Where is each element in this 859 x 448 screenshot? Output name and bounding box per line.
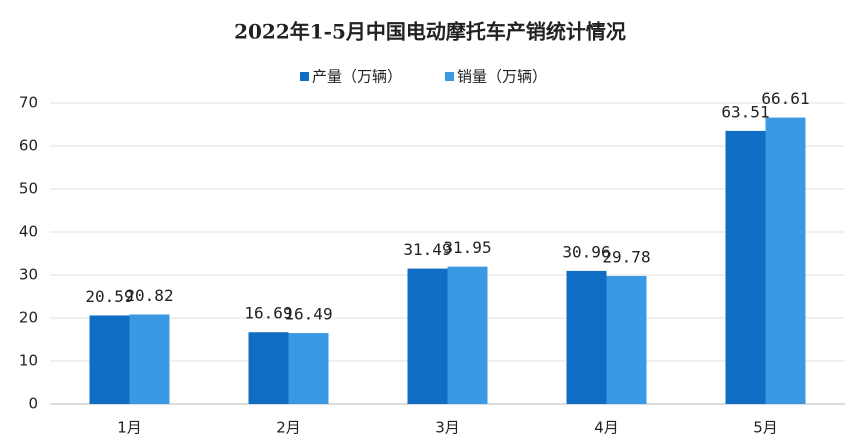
value-label: 29.78 <box>602 247 650 266</box>
bar <box>765 117 806 405</box>
y-tick-label: 0 <box>28 395 38 413</box>
value-label: 20.82 <box>125 286 173 305</box>
value-label: 16.49 <box>284 305 332 324</box>
bar <box>89 315 130 404</box>
bar <box>129 314 170 404</box>
value-label: 16.69 <box>244 304 292 323</box>
y-tick-label: 20 <box>19 309 38 327</box>
y-tick-label: 40 <box>19 223 38 241</box>
value-label: 20.59 <box>85 287 133 306</box>
y-tick-label: 60 <box>19 137 38 155</box>
y-tick-label: 70 <box>19 94 38 112</box>
bar <box>725 130 766 405</box>
chart-title: 2022年1-5月中国电动摩托车产销统计情况 <box>234 20 626 44</box>
x-tick-label: 5月 <box>753 419 778 437</box>
value-label: 66.61 <box>761 89 809 108</box>
bar <box>447 266 488 404</box>
bar <box>248 332 289 404</box>
bar <box>566 270 607 404</box>
legend-label: 产量（万辆） <box>312 68 402 86</box>
value-label: 63.51 <box>721 102 769 121</box>
bar <box>288 333 329 404</box>
x-tick-label: 4月 <box>594 419 619 437</box>
legend-label: 销量（万辆） <box>457 68 547 86</box>
x-tick-label: 3月 <box>435 419 460 437</box>
value-label: 31.95 <box>443 238 491 257</box>
y-tick-label: 30 <box>19 266 38 284</box>
y-tick-label: 50 <box>19 180 38 198</box>
value-label: 30.96 <box>562 242 610 261</box>
y-tick-label: 10 <box>19 352 38 370</box>
bar <box>606 275 647 404</box>
x-tick-label: 2月 <box>276 419 301 437</box>
bar <box>407 268 448 404</box>
legend-swatch <box>445 72 454 81</box>
legend-swatch <box>300 72 309 81</box>
value-label: 31.49 <box>403 240 451 259</box>
x-tick-label: 1月 <box>117 419 142 437</box>
